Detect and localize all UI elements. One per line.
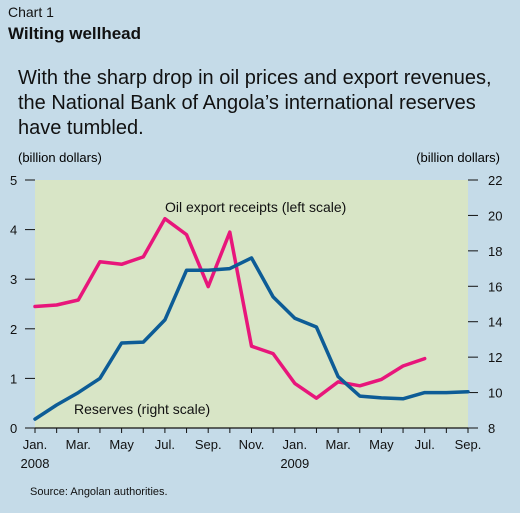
x-tick-label: Jul.	[155, 437, 175, 452]
x-tick-label: Sep.	[455, 437, 482, 452]
left-tick-label: 2	[10, 322, 17, 337]
x-tick-label: Jul.	[415, 437, 435, 452]
oil-series-label: Oil export receipts (left scale)	[165, 199, 346, 215]
left-tick-label: 0	[10, 421, 17, 436]
x-tick-label: Sep.	[195, 437, 222, 452]
x-year-label: 2009	[280, 456, 309, 471]
x-tick-label: May	[109, 437, 134, 452]
left-tick-label: 3	[10, 272, 17, 287]
right-tick-label: 14	[488, 315, 502, 330]
reserves-line	[33, 256, 470, 421]
x-tick-label: May	[369, 437, 394, 452]
left-axis-unit-label: (billion dollars)	[18, 150, 102, 165]
right-tick-label: 22	[488, 173, 502, 188]
right-tick-label: 8	[488, 421, 495, 436]
chart-title: Wilting wellhead	[8, 24, 142, 43]
x-tick-label: Mar.	[66, 437, 91, 452]
right-axis-unit-label: (billion dollars)	[416, 150, 500, 165]
x-tick-label: Nov.	[239, 437, 265, 452]
plot-area	[35, 180, 468, 428]
x-tick-label: Mar.	[325, 437, 350, 452]
x-year-label: 2008	[21, 456, 50, 471]
left-tick-label: 1	[10, 371, 17, 386]
right-tick-label: 10	[488, 386, 502, 401]
right-tick-label: 16	[488, 279, 502, 294]
source-note: Source: Angolan authorities.	[30, 486, 168, 498]
reserves-series-label: Reserves (right scale)	[74, 401, 210, 417]
oil-export-receipts-line	[33, 216, 427, 400]
chart-subtitle: With the sharp drop in oil prices and ex…	[18, 67, 492, 139]
left-tick-label: 5	[10, 173, 17, 188]
left-tick-label: 4	[10, 223, 17, 238]
x-tick-label: Jan.	[23, 437, 48, 452]
chart-number-label: Chart 1	[8, 4, 54, 20]
right-tick-label: 20	[488, 208, 502, 223]
right-tick-label: 18	[488, 244, 502, 259]
x-tick-label: Jan.	[283, 437, 308, 452]
right-tick-label: 12	[488, 350, 502, 365]
